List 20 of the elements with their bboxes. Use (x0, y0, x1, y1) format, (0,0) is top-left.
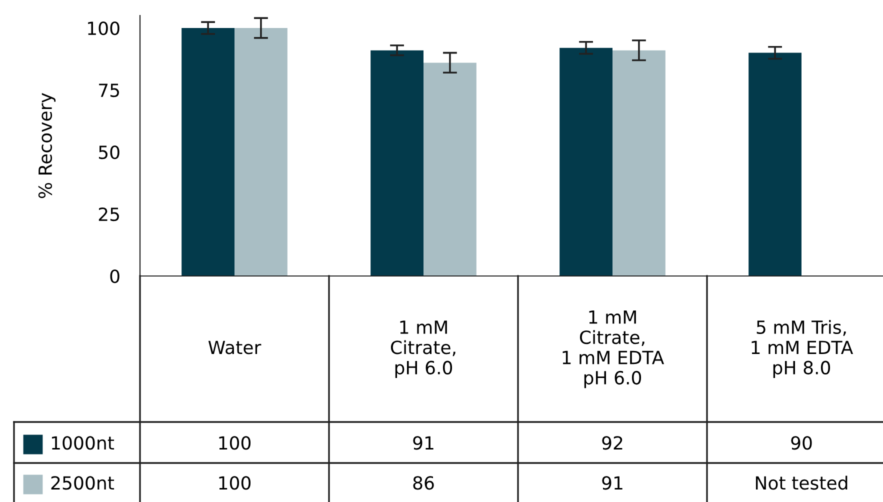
x-tick-label: 1 mM Citrate, pH 6.0 (390, 320, 456, 378)
data-label: 91 (413, 436, 434, 450)
x-tick-label: 1 mM Citrate, 1 mM EDTA pH 6.0 (562, 310, 664, 388)
x-tick-label: 5 mM Tris, 1 mM EDTA pH 8.0 (752, 320, 854, 378)
legend-label: 2500nt (51, 476, 114, 490)
data-label: 100 (219, 436, 251, 450)
data-label: 92 (602, 436, 622, 450)
legend-label: 1000nt (52, 436, 114, 450)
data-label: 90 (791, 436, 812, 450)
y-axis-title: % Recovery (38, 93, 56, 198)
data-label: 100 (219, 476, 251, 490)
data-label: 86 (413, 476, 434, 490)
y-tick-label: 100 (88, 21, 120, 36)
y-tick-label: 75 (99, 84, 119, 98)
y-tick-label: 25 (98, 207, 119, 222)
y-tick-label: 50 (98, 145, 120, 160)
x-tick-label: Water (208, 340, 262, 354)
data-label: 91 (602, 476, 622, 490)
y-tick-label: 0 (110, 269, 120, 284)
text: Not tested (756, 476, 848, 490)
